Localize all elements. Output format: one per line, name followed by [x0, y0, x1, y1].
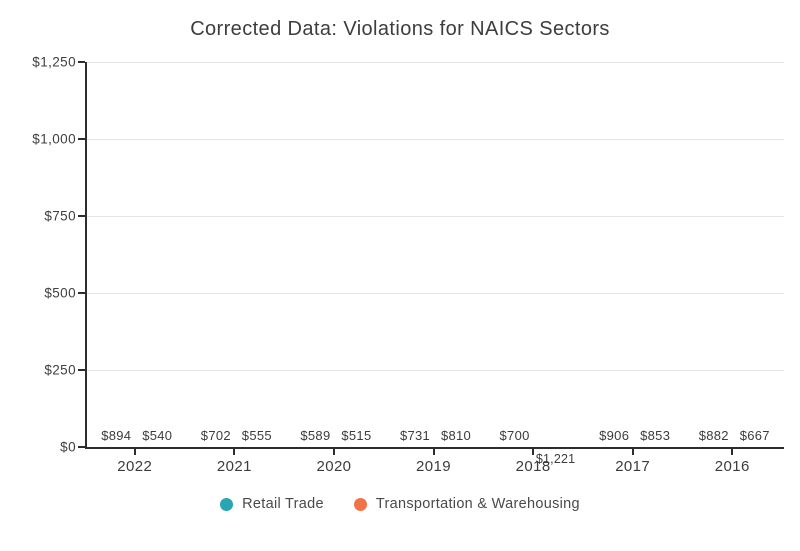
- legend-label: Retail Trade: [242, 496, 324, 512]
- legend: Retail Trade Transportation & Warehousing: [0, 496, 800, 512]
- bar-value-label: $882: [698, 428, 729, 443]
- y-axis-tick-label: $1,250: [32, 54, 76, 70]
- bar-value-label: $589: [300, 428, 331, 443]
- bar-column: $810: [440, 428, 473, 447]
- bar-column: $702: [199, 428, 232, 447]
- bar-value-label: $853: [640, 428, 671, 443]
- x-axis-tick: [432, 449, 435, 455]
- x-axis-labels: 2022 2021 2020 2019 2018 2017 2016: [85, 449, 782, 475]
- bar-group-2016: $882 $667: [684, 62, 784, 447]
- bar-value-label: $810: [440, 428, 472, 443]
- bar-column: $906: [598, 428, 631, 447]
- bar-group-2019: $731 $810: [386, 62, 486, 447]
- bar-value-label: $1,221: [535, 452, 576, 466]
- y-axis-tick: [78, 446, 85, 448]
- bar-group-2018: $700 $1,221: [485, 62, 585, 466]
- x-axis-tick-label: 2021: [216, 458, 252, 475]
- legend-marker-icon: [220, 497, 234, 511]
- bar-column: $540: [141, 428, 174, 447]
- y-axis-tick: [78, 215, 85, 217]
- x-axis-tick: [631, 449, 634, 455]
- x-axis-tick: [532, 449, 535, 455]
- x-axis-tick: [133, 449, 136, 455]
- bar-column: $700: [498, 428, 531, 447]
- bar-column: $894: [100, 428, 133, 447]
- gridline: [87, 62, 784, 63]
- bar-value-label: $906: [599, 428, 630, 443]
- legend-item-retail-trade: Retail Trade: [220, 496, 324, 512]
- bar-column: $667: [738, 428, 771, 447]
- gridline: [87, 139, 784, 140]
- bar-value-label: $700: [499, 428, 530, 443]
- y-axis-tick-label: $500: [44, 285, 76, 301]
- x-axis-slot: 2018: [483, 449, 583, 475]
- legend-label: Transportation & Warehousing: [375, 496, 580, 512]
- y-axis-tick: [78, 369, 85, 371]
- y-axis-tick: [78, 61, 85, 63]
- y-axis-tick-label: $1,000: [32, 131, 76, 147]
- bar-group-2020: $589 $515: [286, 62, 386, 447]
- x-axis-tick-label: 2017: [615, 458, 651, 475]
- bar-value-label: $555: [241, 428, 272, 443]
- legend-marker-icon: [353, 497, 367, 511]
- x-axis-tick: [731, 449, 734, 455]
- x-axis-tick: [233, 449, 236, 455]
- bar-value-label: $667: [739, 428, 770, 443]
- y-axis-tick-label: $250: [44, 362, 76, 378]
- bar-group-2017: $906 $853: [585, 62, 685, 447]
- y-axis-tick-label: $750: [44, 208, 76, 224]
- bar-column: $853: [639, 428, 672, 447]
- chart-title: Corrected Data: Violations for NAICS Sec…: [190, 18, 610, 40]
- bar-groups: $894 $540 $702 $555 $589 $515 $731 $810 $700 $1,2…: [87, 62, 784, 466]
- x-axis-slot: 2020: [284, 449, 384, 475]
- bar-value-label: $702: [200, 428, 231, 443]
- bar-column: $555: [240, 428, 273, 447]
- gridline: [87, 216, 784, 217]
- x-axis-tick-label: 2020: [316, 458, 352, 475]
- bar-group-2022: $894 $540: [87, 62, 187, 447]
- bar-value-label: $540: [142, 428, 173, 443]
- x-axis-tick-label: 2016: [714, 458, 750, 475]
- y-axis-tick: [78, 138, 85, 140]
- x-axis-slot: 2017: [583, 449, 683, 475]
- legend-item-transportation-warehousing: Transportation & Warehousing: [353, 496, 580, 512]
- x-axis-tick-label: 2022: [117, 458, 153, 475]
- gridline: [87, 370, 784, 371]
- bar-group-2021: $702 $555: [187, 62, 287, 447]
- y-axis-tick: [78, 292, 85, 294]
- x-axis-slot: 2021: [185, 449, 285, 475]
- bar-column: $589: [299, 428, 332, 447]
- y-axis-labels: $0 $250 $500 $750 $1,000 $1,250: [0, 55, 76, 455]
- x-axis-slot: 2022: [85, 449, 185, 475]
- gridline: [87, 293, 784, 294]
- x-axis-slot: 2016: [682, 449, 782, 475]
- x-axis-slot: 2019: [384, 449, 484, 475]
- bar-column: $882: [697, 428, 730, 447]
- bar-column: $731: [399, 428, 432, 447]
- x-axis-tick-label: 2019: [416, 458, 452, 475]
- y-axis-tick-label: $0: [60, 439, 76, 455]
- plot-area: $894 $540 $702 $555 $589 $515 $731 $810 $700 $1,2…: [78, 61, 784, 466]
- bar-column: $515: [340, 428, 373, 447]
- x-axis-tick-label: 2018: [515, 458, 551, 475]
- bar-value-label: $731: [399, 428, 431, 443]
- x-axis-tick: [332, 449, 335, 455]
- bar-value-label: $515: [341, 428, 372, 443]
- bar-value-label: $894: [101, 428, 132, 443]
